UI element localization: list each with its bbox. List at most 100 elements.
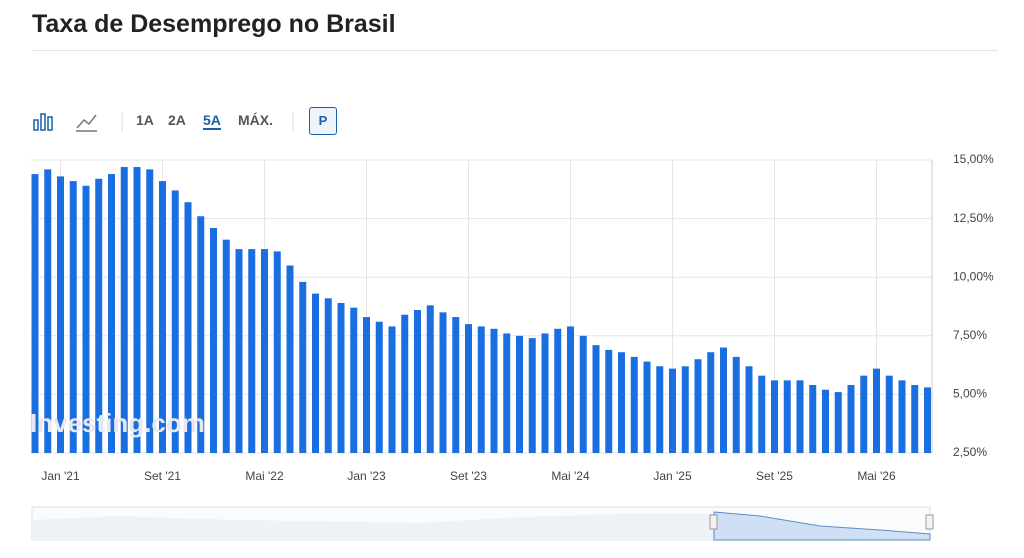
bar-chart-icon[interactable] <box>33 113 53 131</box>
y-tick-label: 12,50% <box>953 211 994 225</box>
bar <box>312 293 319 453</box>
bar <box>669 368 676 453</box>
x-tick-label: Set '21 <box>144 469 181 483</box>
line-chart-icon[interactable] <box>76 114 97 132</box>
bar <box>834 392 842 453</box>
bar <box>503 333 511 453</box>
bar <box>222 239 230 453</box>
bar <box>452 317 460 453</box>
bar <box>809 385 817 453</box>
navigator-area <box>32 514 714 540</box>
navigator-handle[interactable] <box>709 514 718 530</box>
y-tick-label: 15,00% <box>953 152 994 166</box>
bar <box>860 375 868 453</box>
bar <box>707 352 715 453</box>
bar <box>299 281 307 453</box>
bar <box>133 167 141 454</box>
bar <box>465 324 472 453</box>
navigator-selection[interactable] <box>713 511 931 541</box>
bar <box>235 249 243 453</box>
bar <box>911 385 919 453</box>
bar <box>401 314 409 453</box>
x-tick-label: Mai '26 <box>857 469 896 483</box>
range-button[interactable]: 2A <box>168 112 186 128</box>
x-tick-label: Jan '21 <box>41 469 80 483</box>
bar <box>618 352 625 453</box>
y-tick-label: 10,00% <box>953 269 994 283</box>
bar <box>720 347 727 453</box>
bar <box>528 338 536 453</box>
title: Taxa de Desemprego no Brasil <box>32 10 396 38</box>
bar <box>592 345 600 453</box>
x-tick-label: Mai '22 <box>245 469 284 483</box>
bar <box>694 359 702 453</box>
bar <box>516 335 523 453</box>
bar <box>822 389 829 453</box>
bar <box>388 326 396 453</box>
x-tick-label: Jan '23 <box>347 469 386 483</box>
bar <box>146 169 154 453</box>
bar <box>439 312 447 453</box>
bar <box>898 380 906 453</box>
bar <box>490 328 498 453</box>
bar <box>197 216 205 453</box>
bar <box>643 361 651 453</box>
bar <box>44 169 52 453</box>
bar <box>885 375 893 453</box>
bar <box>681 366 689 453</box>
y-tick-label: 5,00% <box>953 387 987 401</box>
bar <box>414 310 421 453</box>
bar <box>579 335 587 453</box>
bar <box>120 167 128 454</box>
bar <box>337 302 345 453</box>
x-tick-label: Set '25 <box>756 469 793 483</box>
navigator-handle[interactable] <box>925 514 934 530</box>
x-tick-label: Mai '24 <box>551 469 590 483</box>
bar <box>261 249 268 453</box>
y-tick-label: 7,50% <box>953 328 987 342</box>
bar <box>31 174 39 453</box>
toggle-button[interactable]: P <box>309 107 337 135</box>
bar <box>108 174 115 453</box>
divider <box>32 50 998 51</box>
bar <box>248 249 256 453</box>
bar <box>477 326 485 453</box>
bar <box>273 251 281 453</box>
bar <box>95 178 103 453</box>
bar <box>554 328 562 453</box>
bar <box>924 387 931 453</box>
bar <box>286 265 294 453</box>
x-tick-label: Set '23 <box>450 469 487 483</box>
bar <box>605 349 613 453</box>
bar <box>426 305 434 453</box>
bar <box>758 375 766 453</box>
bar <box>363 317 370 453</box>
bar <box>847 385 855 453</box>
bar <box>771 380 778 453</box>
bar <box>375 321 383 453</box>
bar <box>630 356 638 453</box>
bar <box>796 380 804 453</box>
bar <box>567 326 574 453</box>
bar <box>57 176 64 453</box>
bar <box>69 181 77 453</box>
y-tick-label: 2,50% <box>953 445 987 459</box>
bar <box>210 227 217 453</box>
x-tick-label: Jan '25 <box>653 469 692 483</box>
bar <box>159 181 166 453</box>
bar <box>350 307 358 453</box>
bar <box>184 202 192 453</box>
bar <box>783 380 791 453</box>
bar <box>873 368 880 453</box>
range-button[interactable]: MÁX. <box>238 112 273 128</box>
bar <box>745 366 753 453</box>
bar <box>171 190 179 454</box>
bar <box>82 185 90 453</box>
range-button[interactable]: 1A <box>136 112 154 128</box>
bar <box>656 366 664 453</box>
range-button[interactable]: 5A <box>203 112 221 130</box>
bar <box>541 333 549 453</box>
bar <box>324 298 332 453</box>
